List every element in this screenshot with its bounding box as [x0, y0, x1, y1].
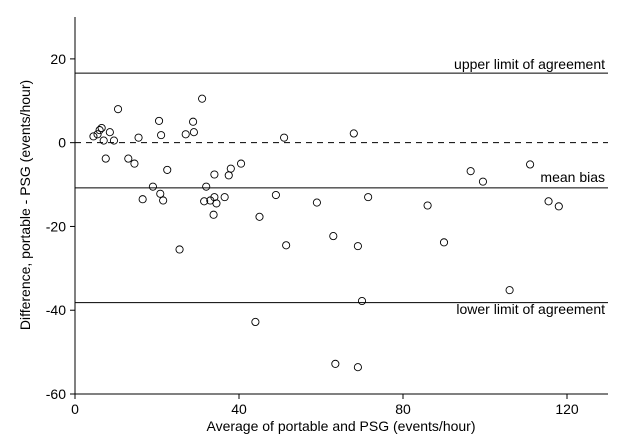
y-ticks: -60 -40 -20 0 20	[46, 51, 75, 402]
data-point	[364, 193, 373, 202]
ref-label-lower: lower limit of agreement	[456, 301, 605, 317]
data-point	[466, 167, 475, 176]
y-tick-label: -40	[46, 302, 66, 318]
y-axis-title: Difference, portable - PSG (events/hour)	[17, 80, 33, 330]
data-point	[189, 128, 198, 137]
data-point	[198, 94, 207, 103]
data-point	[357, 296, 367, 306]
data-point	[329, 232, 338, 241]
x-ticks: 0 40 80 120	[71, 394, 579, 417]
data-point	[97, 123, 106, 133]
data-point	[93, 130, 102, 139]
data-point	[209, 210, 218, 219]
data-point	[159, 196, 168, 205]
data-point	[220, 193, 229, 202]
data-point	[312, 198, 321, 207]
data-point	[349, 129, 358, 138]
y-tick-label: 0	[58, 135, 66, 151]
data-point	[200, 197, 209, 206]
data-point	[353, 363, 362, 372]
data-point	[156, 189, 165, 198]
data-point	[163, 165, 172, 174]
data-point	[157, 131, 166, 140]
data-point	[210, 170, 219, 179]
data-point	[175, 245, 184, 254]
data-point	[478, 177, 488, 186]
data-point	[181, 130, 190, 139]
data-point	[423, 201, 432, 210]
data-point	[353, 242, 362, 251]
y-tick-label: 20	[50, 51, 66, 67]
data-point	[255, 212, 264, 221]
data-point	[226, 164, 235, 173]
data-point	[114, 105, 123, 114]
x-tick-label: 40	[231, 401, 247, 417]
data-point	[236, 159, 246, 168]
data-point	[280, 133, 289, 142]
data-point	[105, 128, 114, 137]
data-point	[134, 133, 143, 142]
data-point	[189, 117, 198, 126]
ref-label-bias: mean bias	[540, 169, 605, 185]
x-tick-label: 80	[395, 401, 411, 417]
data-point	[101, 154, 110, 163]
data-point	[148, 182, 157, 191]
data-point	[224, 171, 233, 180]
data-point	[505, 286, 514, 295]
data-point	[202, 182, 211, 191]
data-point	[282, 241, 291, 250]
data-point	[271, 190, 280, 200]
data-point	[212, 199, 221, 208]
data-point	[99, 136, 108, 145]
data-point	[251, 317, 260, 327]
data-point	[331, 359, 340, 368]
reference-lines	[75, 72, 608, 304]
x-tick-label: 120	[555, 401, 579, 417]
data-point	[109, 136, 118, 145]
data-point	[124, 154, 133, 163]
data-point	[130, 159, 139, 168]
data-point	[89, 132, 98, 141]
data-point	[439, 238, 449, 247]
data-points	[89, 94, 563, 372]
ref-label-upper: upper limit of agreement	[454, 56, 605, 72]
y-tick-label: -60	[46, 386, 66, 402]
y-tick-label: -20	[46, 218, 66, 234]
data-point	[95, 126, 104, 135]
data-point	[526, 160, 535, 169]
x-axis-title: Average of portable and PSG (events/hour…	[206, 418, 475, 434]
axes	[74, 17, 608, 395]
data-point	[154, 116, 164, 125]
data-point	[544, 197, 553, 206]
x-tick-label: 0	[71, 401, 79, 417]
data-point	[138, 195, 147, 204]
data-point	[554, 202, 563, 211]
